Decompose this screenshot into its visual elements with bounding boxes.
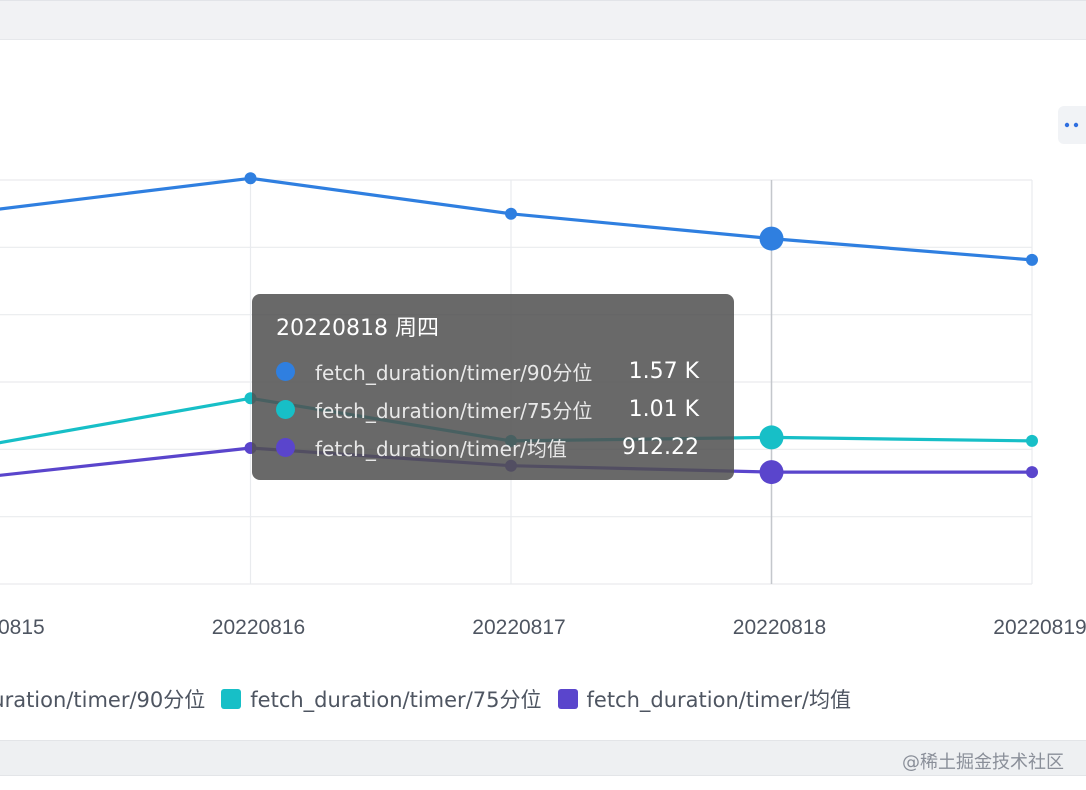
tooltip-series-name: fetch_duration/timer/均值 <box>315 436 567 461</box>
x-tick-label: 20220816 <box>212 616 305 639</box>
chart-tooltip: 20220818 周四 fetch_duration/timer/90分位 1.… <box>252 294 734 480</box>
legend-label: fetch_duration/timer/均值 <box>586 688 852 712</box>
tooltip-series-value: 912.22 <box>622 434 699 460</box>
watermark: @稀土掘金技术社区 <box>902 752 1064 773</box>
tooltip-series-value: 1.57 K <box>628 358 699 384</box>
chart-legend: fetch_duration/timer/90分位 fetch_duration… <box>0 684 1086 718</box>
tooltip-title: 20220818 周四 <box>276 316 439 341</box>
tooltip-row: fetch_duration/timer/75分位 1.01 K <box>276 390 710 428</box>
legend-label: fetch_duration/timer/75分位 <box>250 688 542 712</box>
legend-swatch-icon <box>557 689 578 709</box>
legend-item-75[interactable]: fetch_duration/timer/75分位 <box>221 684 542 714</box>
tooltip-row: fetch_duration/timer/90分位 1.57 K <box>276 352 710 390</box>
data-point <box>759 425 784 450</box>
legend-item-mean[interactable]: fetch_duration/timer/均值 <box>557 684 852 714</box>
top-toolbar-strip <box>0 0 1086 40</box>
data-point <box>1026 434 1038 447</box>
tooltip-series-name: fetch_duration/timer/90分位 <box>315 360 593 385</box>
legend-swatch-icon <box>221 689 242 709</box>
x-tick-label: 20220818 <box>733 616 826 639</box>
page-background <box>0 776 1086 790</box>
tooltip-marker-icon <box>276 437 295 457</box>
data-point <box>505 207 517 220</box>
more-options-button[interactable] <box>1058 106 1086 144</box>
tooltip-marker-icon <box>276 361 295 381</box>
tooltip-series-value: 1.01 K <box>628 396 699 422</box>
tooltip-series-name: fetch_duration/timer/75分位 <box>315 398 593 423</box>
data-point <box>244 172 257 185</box>
legend-item-90[interactable]: fetch_duration/timer/90分位 <box>0 684 205 714</box>
data-point <box>1026 253 1038 266</box>
tooltip-marker-icon <box>276 399 295 419</box>
data-point <box>1026 466 1038 479</box>
data-point <box>759 226 784 251</box>
legend-label: fetch_duration/timer/90分位 <box>0 688 206 712</box>
bottom-strip <box>0 740 1086 776</box>
x-tick-label: 20220819 <box>993 616 1086 639</box>
x-tick-label: 20220815 <box>0 616 45 639</box>
tooltip-row: fetch_duration/timer/均值 912.22 <box>276 428 710 466</box>
more-dots-icon <box>1064 122 1079 128</box>
x-tick-label: 20220817 <box>472 616 565 639</box>
data-point <box>759 460 784 485</box>
